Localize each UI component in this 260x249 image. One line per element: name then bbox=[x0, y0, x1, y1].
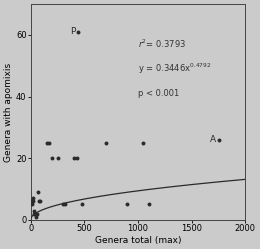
Point bbox=[35, 212, 39, 216]
Text: p < 0.001: p < 0.001 bbox=[138, 89, 179, 98]
Point bbox=[34, 215, 38, 219]
Point bbox=[104, 141, 108, 145]
Point bbox=[31, 196, 35, 200]
Point bbox=[76, 30, 80, 34]
Point bbox=[216, 138, 220, 142]
Point bbox=[32, 209, 36, 213]
Point bbox=[147, 202, 151, 206]
Point bbox=[31, 199, 35, 203]
Point bbox=[30, 199, 34, 203]
Point bbox=[72, 156, 76, 160]
Point bbox=[37, 199, 41, 203]
Point bbox=[47, 141, 51, 145]
Point bbox=[30, 202, 34, 206]
Point bbox=[50, 156, 54, 160]
Point bbox=[45, 141, 49, 145]
Point bbox=[80, 202, 84, 206]
Point bbox=[61, 202, 65, 206]
Y-axis label: Genera with apomixis: Genera with apomixis bbox=[4, 62, 13, 162]
Point bbox=[141, 141, 146, 145]
Point bbox=[125, 202, 129, 206]
Point bbox=[63, 202, 67, 206]
Text: $r^{2}$= 0.3793: $r^{2}$= 0.3793 bbox=[138, 38, 186, 51]
X-axis label: Genera total (max): Genera total (max) bbox=[95, 236, 181, 245]
Text: P: P bbox=[70, 27, 75, 36]
Text: y = 0.3446x$^{0.4792}$: y = 0.3446x$^{0.4792}$ bbox=[138, 62, 212, 76]
Point bbox=[36, 190, 40, 194]
Point bbox=[38, 199, 42, 203]
Point bbox=[29, 199, 33, 203]
Point bbox=[32, 212, 37, 216]
Point bbox=[55, 156, 60, 160]
Text: A: A bbox=[210, 135, 216, 144]
Point bbox=[75, 156, 79, 160]
